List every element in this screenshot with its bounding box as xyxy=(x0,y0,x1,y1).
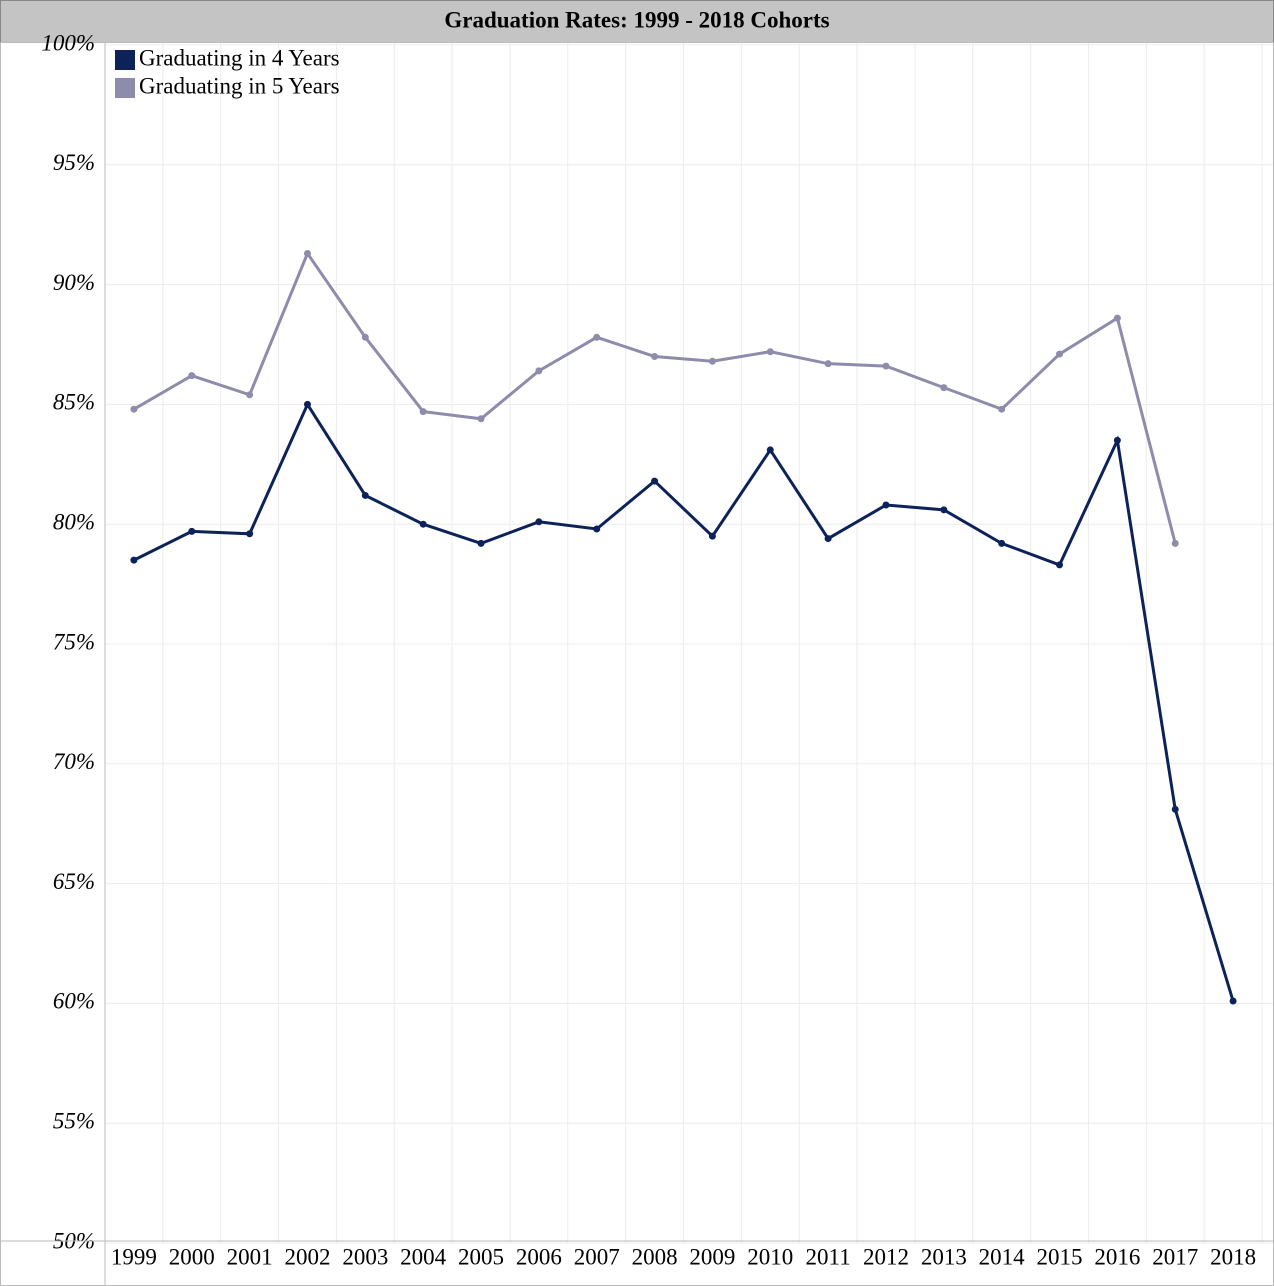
legend-label: Graduating in 4 Years xyxy=(139,45,340,70)
chart-border xyxy=(0,42,1274,1286)
title-bar xyxy=(0,0,1274,43)
point xyxy=(303,400,311,408)
point xyxy=(419,520,427,528)
x-tick-label: 2011 xyxy=(806,1244,851,1269)
x-tick-label: 2015 xyxy=(1037,1244,1083,1269)
point xyxy=(882,362,890,370)
point xyxy=(246,391,254,399)
series-line xyxy=(133,250,1177,544)
point xyxy=(535,367,543,375)
x-tick-label: 2007 xyxy=(574,1244,620,1269)
x-tick-label: 2002 xyxy=(284,1244,330,1269)
point xyxy=(766,446,774,454)
y-tick-label: 95% xyxy=(53,150,95,175)
point xyxy=(477,415,485,423)
y-tick-label: 65% xyxy=(53,869,95,894)
x-tick-label: 2001 xyxy=(227,1244,273,1269)
point xyxy=(998,539,1006,547)
point xyxy=(998,405,1006,413)
point xyxy=(303,249,311,257)
point xyxy=(1056,561,1064,569)
point xyxy=(477,539,485,547)
point xyxy=(1171,539,1179,547)
point xyxy=(940,384,948,392)
chart-title: Graduation Rates: 1999 - 2018 Cohorts xyxy=(444,7,829,32)
point xyxy=(535,518,543,526)
x-tick-label: 2017 xyxy=(1152,1244,1198,1269)
legend-swatch xyxy=(115,78,135,98)
x-tick-label: 1999 xyxy=(111,1244,157,1269)
y-tick-label: 75% xyxy=(53,629,95,654)
point xyxy=(188,527,196,535)
point xyxy=(1171,805,1179,813)
point xyxy=(130,556,138,564)
point xyxy=(882,501,890,509)
x-tick-label: 2012 xyxy=(863,1244,909,1269)
x-tick-label: 2008 xyxy=(632,1244,678,1269)
point xyxy=(708,532,716,540)
x-tick-label: 2009 xyxy=(689,1244,735,1269)
point xyxy=(188,372,196,380)
legend-swatch xyxy=(115,50,135,70)
x-tick-label: 2005 xyxy=(458,1244,504,1269)
point xyxy=(419,408,427,416)
point xyxy=(593,525,601,533)
point xyxy=(1113,314,1121,322)
point xyxy=(246,530,254,538)
x-tick-label: 2016 xyxy=(1094,1244,1140,1269)
x-tick-label: 2006 xyxy=(516,1244,562,1269)
point xyxy=(593,333,601,341)
point xyxy=(130,405,138,413)
point xyxy=(766,348,774,356)
series-line xyxy=(133,401,1235,1002)
x-tick-label: 2004 xyxy=(400,1244,447,1269)
x-tick-label: 2018 xyxy=(1210,1244,1256,1269)
y-tick-label: 85% xyxy=(53,390,95,415)
x-tick-label: 2014 xyxy=(979,1244,1026,1269)
legend-label: Graduating in 5 Years xyxy=(139,73,340,98)
x-tick-label: 2010 xyxy=(747,1244,793,1269)
point xyxy=(361,333,369,341)
point xyxy=(1113,436,1121,444)
point xyxy=(824,535,832,543)
point xyxy=(1229,997,1237,1005)
y-tick-label: 70% xyxy=(53,749,95,774)
x-tick-label: 2000 xyxy=(169,1244,215,1269)
point xyxy=(824,360,832,368)
y-tick-label: 55% xyxy=(53,1108,95,1133)
y-tick-label: 80% xyxy=(53,509,95,534)
x-tick-label: 2013 xyxy=(921,1244,967,1269)
point xyxy=(940,506,948,514)
point xyxy=(1056,350,1064,358)
y-tick-label: 90% xyxy=(53,270,95,295)
point xyxy=(708,357,716,365)
point xyxy=(651,352,659,360)
x-tick-label: 2003 xyxy=(342,1244,388,1269)
point xyxy=(651,477,659,485)
y-tick-label: 100% xyxy=(41,30,95,55)
point xyxy=(361,491,369,499)
y-tick-label: 60% xyxy=(53,989,95,1014)
